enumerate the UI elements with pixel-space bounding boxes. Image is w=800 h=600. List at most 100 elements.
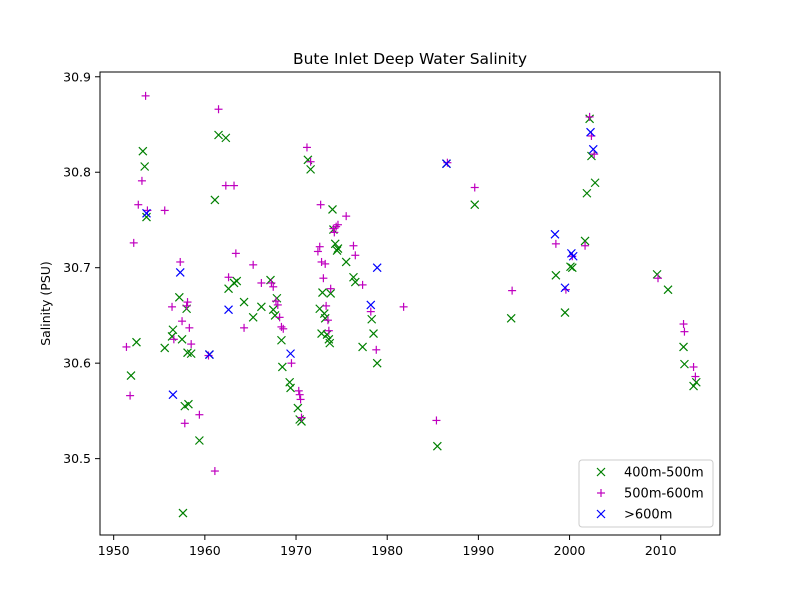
data-point	[138, 146, 148, 156]
chart-title: Bute Inlet Deep Water Salinity	[293, 50, 527, 68]
data-point	[350, 277, 360, 287]
series-1	[126, 114, 701, 518]
data-point	[366, 307, 375, 316]
data-point	[195, 410, 204, 419]
data-point	[349, 272, 358, 282]
data-point	[586, 127, 595, 137]
data-point	[366, 300, 376, 310]
legend-marker	[597, 489, 605, 497]
data-point	[652, 269, 662, 279]
data-point	[129, 238, 138, 247]
data-point	[294, 386, 303, 395]
data-point	[221, 133, 231, 143]
data-point	[680, 327, 689, 336]
x-tick-label: 1990	[462, 543, 494, 558]
data-point	[230, 181, 239, 190]
x-tick-label: 1980	[371, 543, 403, 558]
x-tick-label: 1950	[98, 543, 130, 558]
y-tick-label: 30.5	[63, 451, 91, 466]
data-point	[249, 260, 258, 269]
data-point	[140, 162, 150, 171]
data-point	[160, 343, 170, 353]
data-point	[210, 195, 220, 205]
data-point	[432, 416, 441, 425]
data-point	[295, 390, 304, 399]
y-tick-label: 30.9	[63, 69, 91, 84]
x-tick-label: 2000	[554, 543, 586, 558]
data-point	[306, 164, 316, 174]
data-point	[168, 390, 178, 400]
series-3	[142, 127, 598, 400]
data-marks	[122, 91, 701, 518]
data-point	[275, 313, 284, 322]
data-point	[322, 301, 331, 310]
data-point	[142, 212, 151, 222]
data-point	[269, 282, 278, 291]
data-point	[341, 257, 351, 267]
data-point	[221, 181, 230, 190]
x-axis: 1950 1960 1970 1980 1990 2000 2010	[98, 535, 677, 558]
data-point	[277, 335, 286, 345]
data-point	[372, 345, 381, 354]
data-point	[177, 334, 187, 344]
data-point	[568, 251, 578, 261]
x-tick-label: 1970	[280, 543, 312, 558]
data-point	[175, 268, 185, 277]
data-point	[224, 305, 233, 315]
data-point	[168, 325, 178, 335]
legend-marker	[596, 509, 606, 519]
data-point	[663, 285, 673, 295]
legend-item: >600m	[596, 508, 672, 523]
data-point	[566, 262, 575, 272]
data-point	[185, 323, 194, 332]
data-point	[214, 130, 223, 140]
data-point	[679, 320, 688, 329]
data-point	[585, 112, 594, 121]
data-point	[315, 242, 324, 251]
data-point	[178, 317, 187, 326]
data-point	[324, 326, 333, 335]
data-point	[232, 276, 242, 286]
data-point	[178, 508, 188, 518]
data-point	[317, 257, 326, 266]
data-point	[318, 288, 327, 297]
data-point	[267, 278, 276, 287]
data-point	[132, 337, 141, 347]
data-point	[326, 284, 335, 293]
data-point	[224, 273, 233, 282]
data-point	[325, 338, 335, 348]
data-point	[590, 150, 599, 159]
data-point	[581, 241, 590, 250]
data-point	[333, 220, 342, 229]
data-point	[372, 358, 382, 368]
data-point	[654, 274, 662, 283]
data-point	[582, 188, 592, 198]
data-point	[302, 143, 311, 152]
data-point	[231, 249, 240, 258]
data-point	[271, 297, 280, 306]
data-point	[293, 403, 303, 413]
legend: 400m-500m 500m-600m >600m	[578, 459, 714, 528]
data-point	[176, 257, 185, 266]
data-point	[126, 391, 135, 400]
data-point	[160, 206, 169, 215]
data-point	[691, 377, 701, 387]
data-point	[399, 302, 408, 311]
legend-label: >600m	[624, 508, 672, 523]
data-point	[286, 383, 295, 393]
legend-item: 500m-600m	[597, 487, 704, 502]
data-point	[297, 413, 306, 422]
data-point	[174, 292, 184, 302]
data-point	[126, 371, 136, 380]
data-point	[248, 312, 258, 322]
data-point	[204, 350, 214, 359]
data-point	[326, 289, 336, 298]
data-point	[322, 330, 332, 339]
data-point	[286, 349, 295, 359]
data-point	[432, 441, 442, 451]
data-point	[296, 395, 305, 404]
data-point	[332, 222, 341, 231]
data-point	[323, 316, 332, 325]
data-point	[560, 308, 570, 317]
